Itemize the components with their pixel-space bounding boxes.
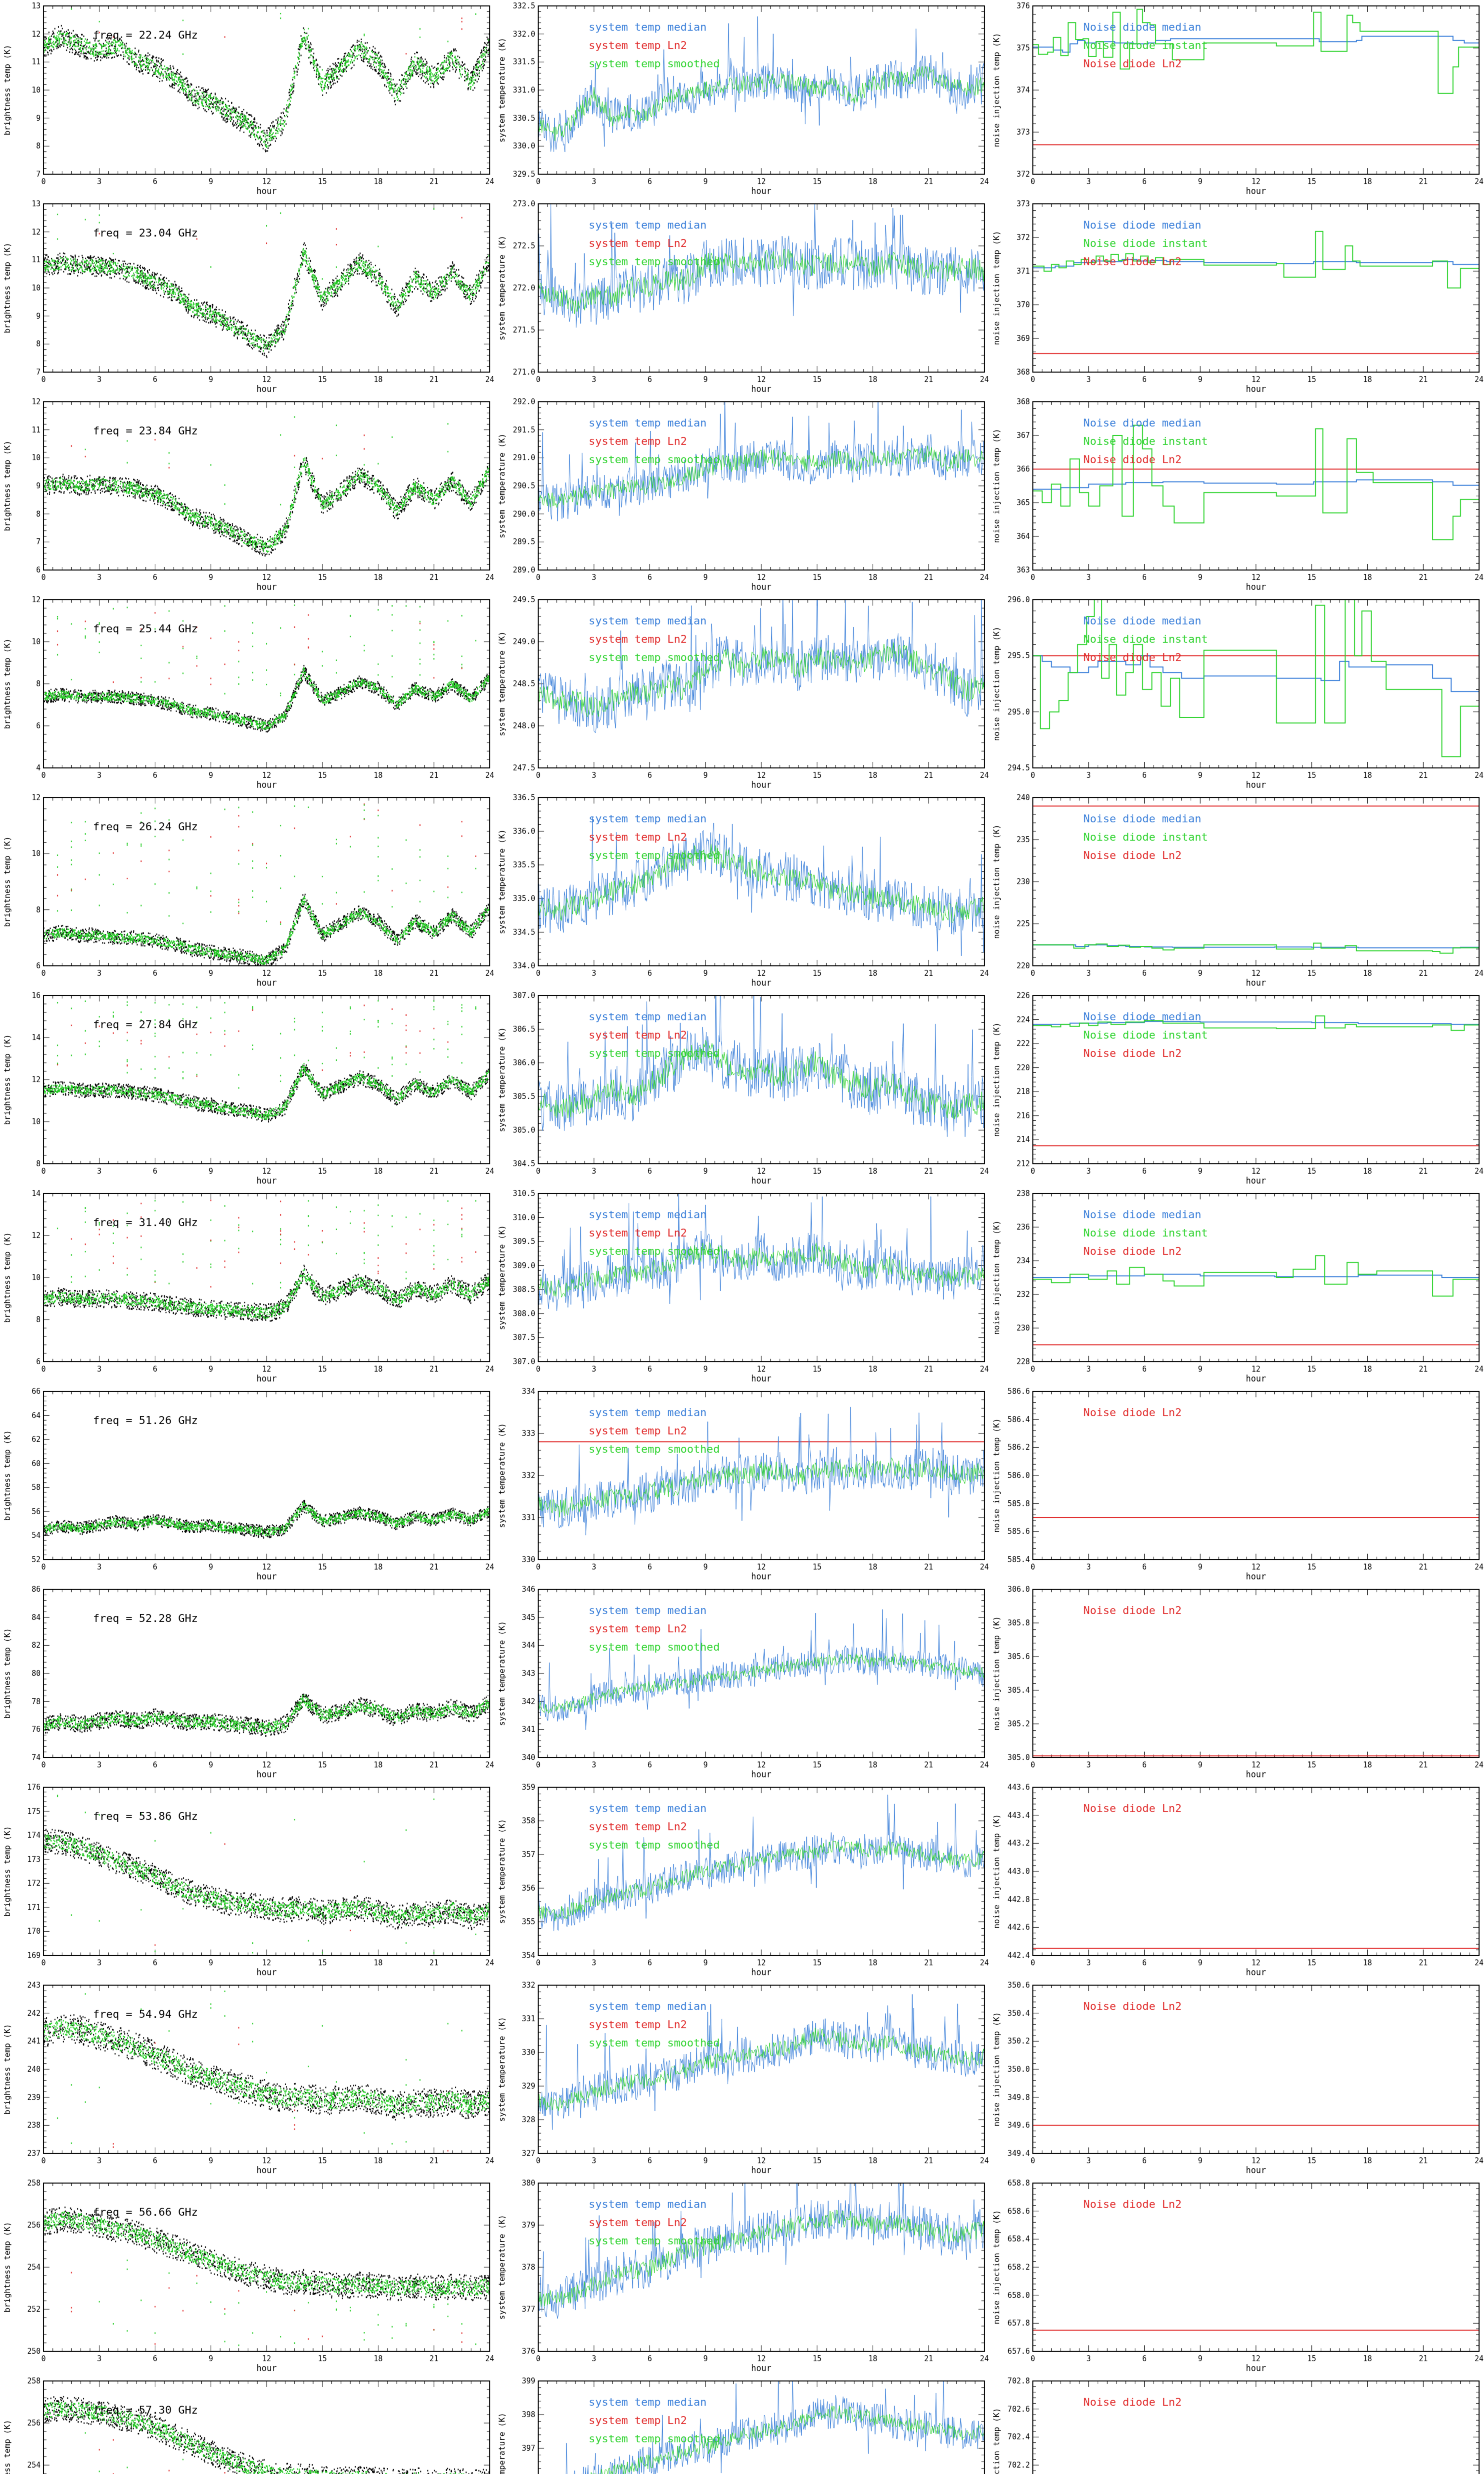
middle-plot-row-8 (495, 1385, 989, 1583)
right-plot-row-13 (989, 2375, 1484, 2474)
left-plot-row-10 (0, 1781, 495, 1979)
middle-plot-row-5 (495, 792, 989, 990)
right-plot-row-9 (989, 1583, 1484, 1781)
plot-row-6 (0, 990, 1484, 1188)
plot-row-9 (0, 1583, 1484, 1781)
left-plot-row-4 (0, 594, 495, 792)
right-plot-row-5 (989, 792, 1484, 990)
plot-row-11 (0, 1979, 1484, 2177)
middle-plot-row-7 (495, 1188, 989, 1385)
left-plot-row-1 (0, 0, 495, 198)
left-plot-row-2 (0, 198, 495, 396)
plot-row-4 (0, 594, 1484, 792)
plot-row-8 (0, 1385, 1484, 1583)
right-plot-row-3 (989, 396, 1484, 594)
right-plot-row-2 (989, 198, 1484, 396)
right-plot-row-1 (989, 0, 1484, 198)
plot-row-13 (0, 2375, 1484, 2474)
middle-plot-row-11 (495, 1979, 989, 2177)
left-plot-row-6 (0, 990, 495, 1188)
plot-row-10 (0, 1781, 1484, 1979)
left-plot-row-11 (0, 1979, 495, 2177)
plot-row-7 (0, 1188, 1484, 1385)
left-plot-row-8 (0, 1385, 495, 1583)
right-plot-row-6 (989, 990, 1484, 1188)
left-plot-row-5 (0, 792, 495, 990)
middle-plot-row-12 (495, 2177, 989, 2375)
plot-row-3 (0, 396, 1484, 594)
middle-plot-row-1 (495, 0, 989, 198)
left-plot-row-7 (0, 1188, 495, 1385)
right-plot-row-12 (989, 2177, 1484, 2375)
right-plot-row-10 (989, 1781, 1484, 1979)
plot-row-5 (0, 792, 1484, 990)
right-plot-row-4 (989, 594, 1484, 792)
right-plot-row-8 (989, 1385, 1484, 1583)
middle-plot-row-9 (495, 1583, 989, 1781)
middle-plot-row-10 (495, 1781, 989, 1979)
left-plot-row-13 (0, 2375, 495, 2474)
left-plot-row-3 (0, 396, 495, 594)
middle-plot-row-4 (495, 594, 989, 792)
left-plot-row-12 (0, 2177, 495, 2375)
middle-plot-row-3 (495, 396, 989, 594)
right-plot-row-7 (989, 1188, 1484, 1385)
right-plot-row-11 (989, 1979, 1484, 2177)
plot-row-12 (0, 2177, 1484, 2375)
plot-row-1 (0, 0, 1484, 198)
plot-row-2 (0, 198, 1484, 396)
middle-plot-row-2 (495, 198, 989, 396)
middle-plot-row-6 (495, 990, 989, 1188)
left-plot-row-9 (0, 1583, 495, 1781)
middle-plot-row-13 (495, 2375, 989, 2474)
